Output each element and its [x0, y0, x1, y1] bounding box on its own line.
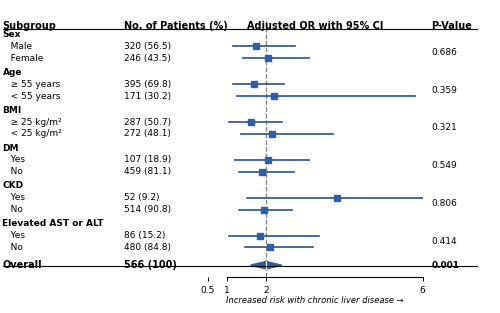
Text: 480 (84.8): 480 (84.8): [124, 243, 171, 252]
Text: 171 (30.2): 171 (30.2): [124, 91, 171, 100]
Text: ≥ 25 kg/m²: ≥ 25 kg/m²: [2, 118, 62, 126]
Text: Yes: Yes: [2, 193, 26, 202]
Text: Overall: Overall: [2, 260, 42, 270]
Text: 320 (56.5): 320 (56.5): [124, 42, 171, 51]
Text: 0.806: 0.806: [432, 199, 458, 208]
Text: 0.414: 0.414: [432, 237, 457, 246]
Text: < 55 years: < 55 years: [2, 91, 61, 100]
X-axis label: Increased risk with chronic liver disease →: Increased risk with chronic liver diseas…: [226, 296, 404, 305]
Text: 566 (100): 566 (100): [124, 260, 177, 270]
Text: 0.549: 0.549: [432, 161, 457, 170]
Text: P-Value: P-Value: [432, 21, 472, 31]
Text: 395 (69.8): 395 (69.8): [124, 80, 171, 89]
Text: Age: Age: [2, 68, 22, 77]
Text: Subgroup: Subgroup: [2, 21, 56, 31]
Text: No: No: [2, 167, 24, 176]
Text: 0.686: 0.686: [432, 48, 458, 57]
Text: 514 (90.8): 514 (90.8): [124, 205, 171, 214]
Text: Adjusted OR with 95% CI: Adjusted OR with 95% CI: [247, 21, 383, 31]
Text: 0.321: 0.321: [432, 123, 457, 132]
Text: 246 (43.5): 246 (43.5): [124, 54, 171, 63]
Text: Female: Female: [2, 54, 44, 63]
Text: ≥ 55 years: ≥ 55 years: [2, 80, 61, 89]
Text: Male: Male: [2, 42, 32, 51]
Text: 0.001: 0.001: [432, 261, 460, 270]
Text: DM: DM: [2, 144, 19, 152]
Polygon shape: [250, 261, 282, 269]
Text: Sex: Sex: [2, 30, 21, 39]
Text: < 25 kg/m²: < 25 kg/m²: [2, 129, 62, 138]
Text: No: No: [2, 205, 24, 214]
Text: 86 (15.2): 86 (15.2): [124, 231, 166, 240]
Text: 107 (18.9): 107 (18.9): [124, 156, 171, 164]
Text: CKD: CKD: [2, 182, 24, 190]
Text: 272 (48.1): 272 (48.1): [124, 129, 171, 138]
Text: Elevated AST or ALT: Elevated AST or ALT: [2, 219, 104, 228]
Text: Yes: Yes: [2, 156, 26, 164]
Text: 287 (50.7): 287 (50.7): [124, 118, 171, 126]
Text: 459 (81.1): 459 (81.1): [124, 167, 171, 176]
Text: No: No: [2, 243, 24, 252]
Text: 0.359: 0.359: [432, 86, 458, 95]
Text: 52 (9.2): 52 (9.2): [124, 193, 160, 202]
Text: BMI: BMI: [2, 106, 22, 115]
Text: No. of Patients (%): No. of Patients (%): [124, 21, 228, 31]
Text: Yes: Yes: [2, 231, 26, 240]
